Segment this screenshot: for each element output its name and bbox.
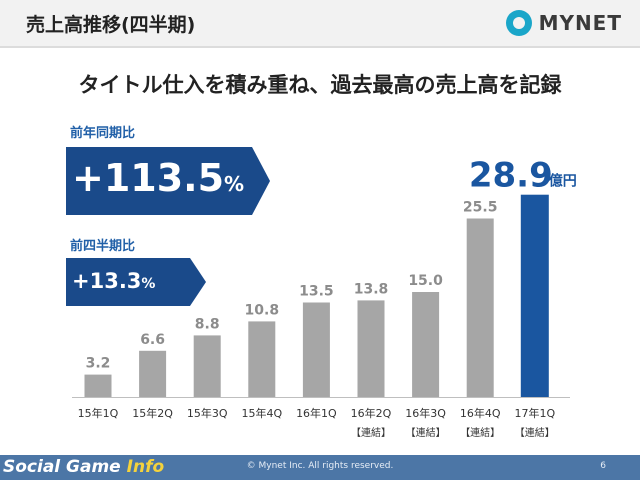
yoy-arrow-badge: +113.5% bbox=[66, 147, 270, 215]
yoy-label: 前年同期比 bbox=[70, 126, 136, 141]
company-logo: MYNET bbox=[505, 9, 622, 37]
bar-5 bbox=[357, 300, 385, 397]
bar-0 bbox=[84, 374, 112, 397]
bar-value-label-0: 3.2 bbox=[86, 356, 111, 372]
bar-value-label-8: 28.9 bbox=[469, 156, 553, 196]
qoq-value: +13.3% bbox=[72, 269, 156, 293]
yoy-unit: % bbox=[224, 172, 245, 196]
qoq-arrow-badge: +13.3% bbox=[66, 258, 206, 306]
bar-3 bbox=[248, 321, 276, 397]
qoq-label: 前四半期比 bbox=[70, 239, 136, 254]
x-tick-label-2: 15年3Q bbox=[187, 406, 228, 420]
x-sublabel-7: 【連結】 bbox=[460, 426, 500, 439]
header-divider bbox=[0, 46, 640, 48]
x-sublabel-6: 【連結】 bbox=[406, 426, 446, 439]
highlight-unit-label: 億円 bbox=[549, 173, 577, 190]
bar-2 bbox=[193, 335, 221, 397]
footer-brand: Social Game Info bbox=[3, 457, 165, 477]
bar-value-label-2: 8.8 bbox=[195, 316, 220, 332]
bar-value-label-4: 13.5 bbox=[299, 284, 334, 300]
x-tick-label-1: 15年2Q bbox=[132, 406, 173, 420]
bar-value-label-1: 6.6 bbox=[140, 332, 165, 348]
bar-value-label-5: 13.8 bbox=[354, 281, 389, 297]
bar-value-label-6: 15.0 bbox=[408, 273, 443, 289]
logo-text: MYNET bbox=[538, 11, 622, 35]
revenue-bar-chart: 3.2 15年1Q 6.6 15年2Q 8.8 15年3Q 10.8 15年4Q 13.5 16年… bbox=[72, 156, 577, 439]
page-number: 6 bbox=[600, 461, 606, 471]
bar-7 bbox=[466, 218, 494, 397]
x-tick-label-4: 16年1Q bbox=[296, 406, 337, 420]
page-title: 売上高推移(四半期) bbox=[26, 14, 196, 36]
copyright-text: © Mynet Inc. All rights reserved. bbox=[246, 461, 394, 471]
x-tick-label-8: 17年1Q bbox=[514, 406, 555, 420]
bar-8 bbox=[520, 194, 549, 397]
x-tick-label-3: 15年4Q bbox=[241, 406, 282, 420]
x-tick-label-6: 16年3Q bbox=[405, 406, 446, 420]
x-tick-label-5: 16年2Q bbox=[351, 406, 392, 420]
yoy-value: +113.5% bbox=[72, 156, 245, 200]
bar-1 bbox=[139, 350, 167, 397]
x-sublabel-8: 【連結】 bbox=[515, 426, 555, 439]
x-tick-label-7: 16年4Q bbox=[460, 406, 501, 420]
bar-4 bbox=[302, 302, 330, 397]
footer-bar: Social Game Info © Mynet Inc. All rights… bbox=[0, 455, 640, 480]
qoq-unit: % bbox=[141, 276, 156, 292]
mynet-logo-icon bbox=[505, 10, 532, 36]
x-sublabel-5: 【連結】 bbox=[351, 426, 391, 439]
header-bar: 売上高推移(四半期) MYNET bbox=[0, 0, 640, 46]
headline: タイトル仕入を積み重ね、過去最高の売上高を記録 bbox=[78, 73, 562, 97]
x-tick-label-0: 15年1Q bbox=[78, 406, 119, 420]
bar-value-label-3: 10.8 bbox=[245, 302, 280, 318]
bar-value-label-7: 25.5 bbox=[463, 200, 498, 216]
bar-6 bbox=[412, 292, 440, 397]
